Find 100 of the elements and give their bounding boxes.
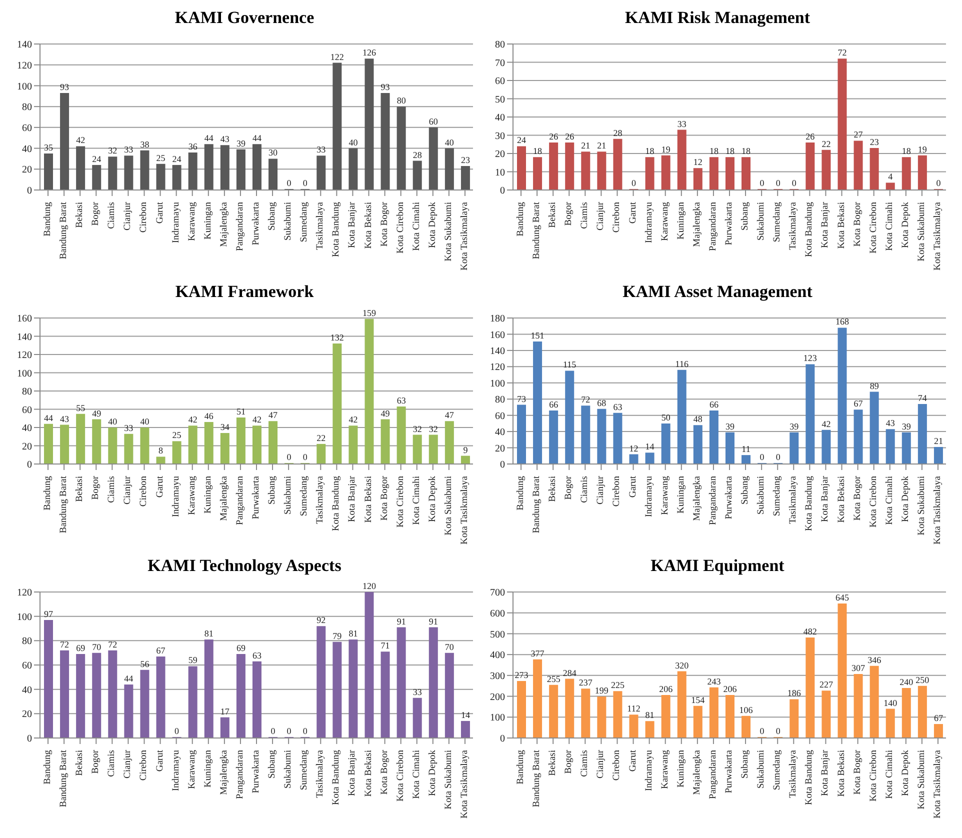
y-tick-label: 100 bbox=[17, 368, 32, 380]
data-label: 93 bbox=[60, 82, 70, 92]
x-tick-label: Kota Bekasi bbox=[836, 750, 847, 797]
data-label: 92 bbox=[316, 615, 326, 626]
data-label: 243 bbox=[707, 676, 722, 686]
data-label: 39 bbox=[725, 421, 735, 432]
x-tick-label: Karawang bbox=[660, 202, 670, 242]
y-tick-label: 120 bbox=[17, 588, 32, 599]
y-tick-label: 60 bbox=[495, 410, 505, 422]
x-tick-label: Sumedang bbox=[772, 202, 783, 242]
x-tick-label: Bandung bbox=[43, 476, 54, 510]
data-label: 14 bbox=[645, 442, 655, 452]
x-tick-label: Kota Depok bbox=[428, 476, 438, 522]
x-tick-label: Purwakarta bbox=[252, 201, 262, 246]
y-tick-label: 80 bbox=[22, 636, 32, 648]
y-tick-label: 40 bbox=[22, 423, 32, 434]
data-label: 0 bbox=[270, 726, 276, 736]
x-tick-label: Kota Bogor bbox=[852, 201, 863, 247]
data-label: 81 bbox=[204, 628, 214, 638]
x-tick-label: Bogor bbox=[91, 475, 102, 500]
x-tick-label: Bekasi bbox=[548, 202, 558, 228]
x-tick-label: Garut bbox=[628, 476, 638, 498]
y-tick-label: 80 bbox=[495, 40, 505, 51]
data-label: 32 bbox=[108, 146, 118, 156]
x-tick-label: Subang bbox=[740, 476, 751, 504]
data-label: 115 bbox=[563, 360, 577, 370]
x-tick-label: Kota Cimahi bbox=[412, 476, 422, 525]
x-tick-label: Pangandaran bbox=[235, 750, 246, 800]
y-tick-label: 70 bbox=[495, 58, 505, 69]
data-label: 255 bbox=[546, 674, 561, 684]
x-tick-label: Bekasi bbox=[75, 750, 86, 776]
x-tick-label: Purwakarta bbox=[724, 475, 734, 520]
data-label: 0 bbox=[302, 452, 308, 462]
data-label: 81 bbox=[348, 628, 358, 638]
data-label: 33 bbox=[124, 422, 134, 433]
data-label: 0 bbox=[760, 452, 765, 462]
y-tick-label: 180 bbox=[490, 314, 505, 325]
chart-title: KAMI Risk Management bbox=[624, 8, 812, 29]
x-tick-label: Kota Bekasi bbox=[836, 476, 847, 523]
y-tick-label: 20 bbox=[22, 709, 32, 720]
x-tick-label: Sukabumi bbox=[284, 202, 294, 241]
data-label: 72 bbox=[838, 48, 847, 58]
data-label: 39 bbox=[790, 421, 800, 432]
data-label: 72 bbox=[581, 394, 590, 405]
data-label: 44 bbox=[252, 133, 262, 144]
x-tick-label: Garut bbox=[155, 750, 166, 772]
x-tick-label: Kota Bogor bbox=[380, 749, 390, 795]
data-label: 28 bbox=[412, 150, 422, 160]
y-tick-label: 0 bbox=[500, 460, 505, 471]
data-label: 0 bbox=[174, 726, 180, 736]
x-tick-label: Subang bbox=[740, 750, 751, 778]
x-tick-label: Kota Tasikmalaya bbox=[460, 201, 470, 271]
data-label: 24 bbox=[172, 154, 182, 164]
data-label: 0 bbox=[632, 178, 637, 188]
data-label: 273 bbox=[514, 670, 529, 680]
x-tick-label: Kota Cimahi bbox=[412, 750, 422, 799]
y-tick-label: 100 bbox=[17, 81, 32, 92]
data-label: 23 bbox=[460, 155, 470, 166]
data-label: 19 bbox=[918, 144, 928, 154]
data-label: 206 bbox=[659, 684, 674, 694]
data-label: 44 bbox=[44, 412, 54, 423]
x-tick-label: Kota Bogor bbox=[852, 475, 863, 521]
y-tick-label: 100 bbox=[17, 612, 32, 623]
x-tick-label: Pangandaran bbox=[708, 750, 718, 800]
x-tick-label: Kuningan bbox=[203, 202, 214, 240]
x-tick-label: Cirebon bbox=[139, 750, 150, 781]
x-tick-label: Kota Sukabumi bbox=[444, 750, 454, 810]
x-tick-label: Ciamis bbox=[580, 476, 590, 503]
data-label: 24 bbox=[92, 154, 102, 164]
x-tick-label: Kota Tasikmalaya bbox=[932, 201, 943, 271]
data-label: 18 bbox=[645, 146, 655, 156]
data-label: 0 bbox=[760, 178, 765, 188]
data-label: 63 bbox=[252, 650, 262, 660]
x-tick-label: Bekasi bbox=[548, 750, 558, 776]
y-tick-label: 160 bbox=[490, 330, 505, 341]
data-label: 0 bbox=[776, 178, 781, 188]
data-label: 168 bbox=[835, 316, 850, 327]
x-tick-label: Sukabumi bbox=[756, 476, 767, 515]
y-tick-label: 100 bbox=[490, 712, 505, 724]
data-label: 240 bbox=[900, 676, 914, 687]
data-label: 151 bbox=[530, 330, 544, 341]
y-tick-label: 40 bbox=[495, 427, 505, 438]
x-tick-label: Majalengka bbox=[692, 201, 702, 247]
y-tick-label: 300 bbox=[490, 670, 505, 682]
y-tick-label: 40 bbox=[22, 684, 32, 696]
data-label: 44 bbox=[204, 133, 214, 144]
x-tick-label: Bogor bbox=[564, 201, 574, 226]
data-label: 206 bbox=[723, 684, 738, 694]
x-tick-label: Bandung Barat bbox=[532, 750, 542, 808]
data-label: 122 bbox=[330, 52, 344, 62]
x-tick-label: Purwakarta bbox=[252, 749, 262, 794]
data-label: 50 bbox=[661, 412, 671, 422]
data-label: 123 bbox=[803, 353, 818, 364]
y-tick-label: 100 bbox=[490, 378, 505, 390]
data-label: 33 bbox=[124, 144, 134, 155]
x-tick-label: Cianjur bbox=[596, 475, 606, 504]
y-tick-label: 20 bbox=[495, 443, 505, 454]
x-tick-label: Bandung bbox=[43, 750, 54, 784]
data-label: 33 bbox=[412, 686, 422, 697]
data-label: 70 bbox=[92, 642, 102, 652]
